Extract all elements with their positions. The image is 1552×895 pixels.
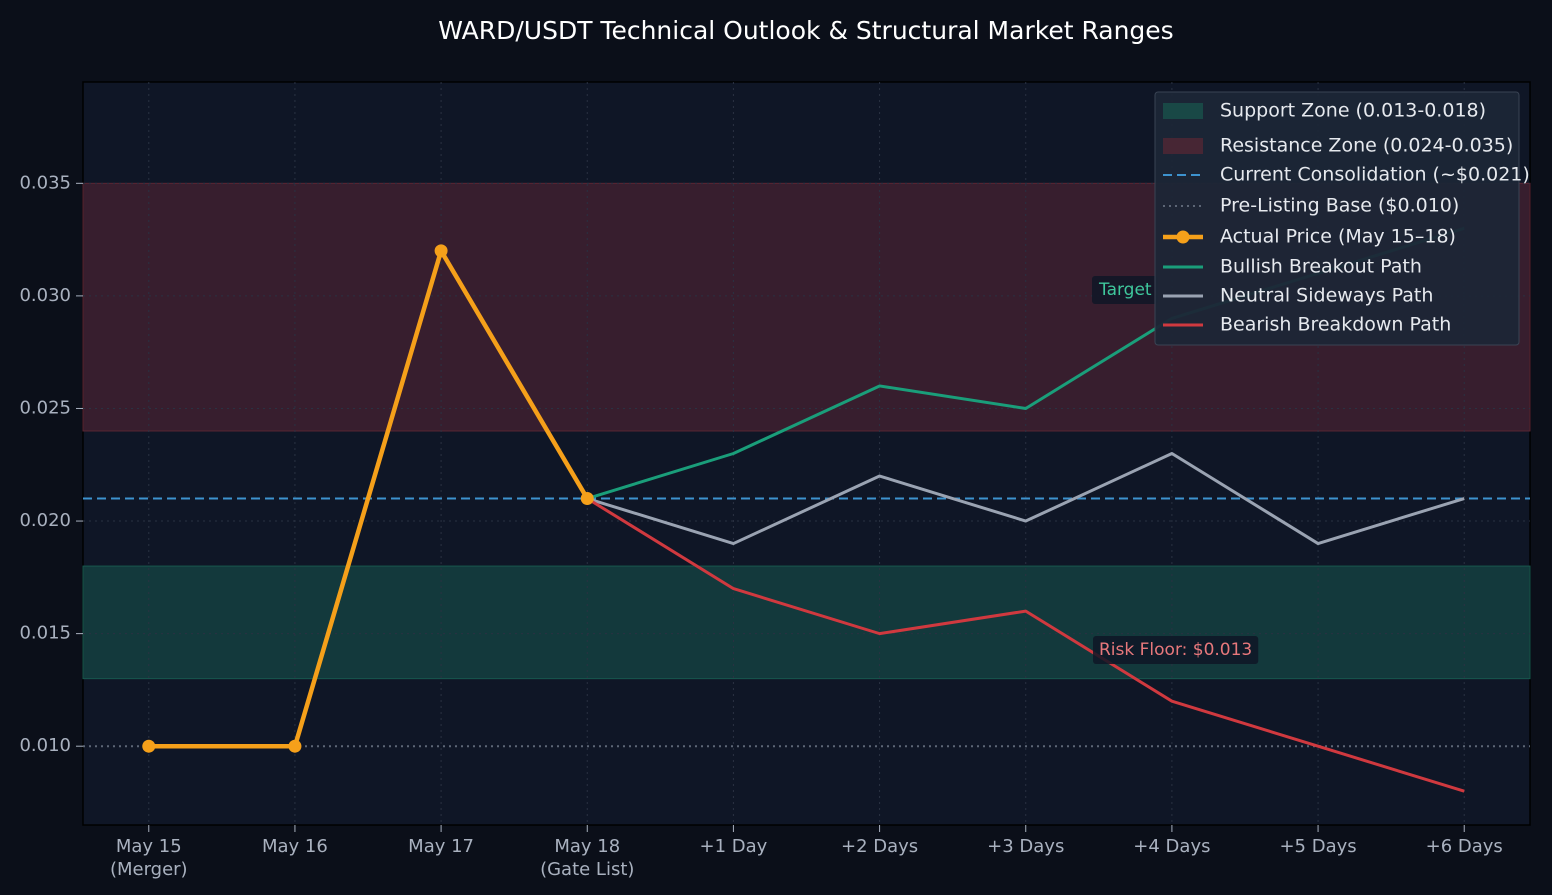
- x-tick-label: May 16: [262, 836, 328, 857]
- legend-marker: [1176, 230, 1190, 244]
- y-tick-label: 0.025: [19, 397, 71, 418]
- y-tick-label: 0.020: [19, 510, 71, 531]
- y-tick-label: 0.030: [19, 285, 71, 306]
- zone: [82, 565, 1531, 680]
- legend-box: [1154, 91, 1520, 346]
- y-tick-label: 0.010: [19, 735, 71, 756]
- legend-label: Resistance Zone (0.024-0.035): [1220, 135, 1513, 157]
- x-tick-label: +1 Day: [699, 836, 768, 857]
- legend-label: Bearish Breakdown Path: [1220, 314, 1451, 336]
- legend-swatch: [1163, 138, 1203, 154]
- legend-label: Current Consolidation (~$0.021): [1220, 164, 1530, 186]
- series-line: [586, 452, 1465, 546]
- x-tick-label: +2 Days: [840, 836, 919, 857]
- annotation-bg: [1092, 276, 1158, 304]
- annotation-bg: [1093, 636, 1259, 664]
- x-tick-label: May 17: [408, 836, 475, 857]
- chart-title: WARD/USDT Technical Outlook & Structural…: [438, 16, 1173, 45]
- legend-label: Actual Price (May 15–18): [1220, 226, 1456, 248]
- annotation-text: Risk Floor: $0.013: [1099, 640, 1252, 660]
- legend-label: Neutral Sideways Path: [1220, 285, 1433, 307]
- annotation: Target: [1092, 276, 1158, 304]
- legend-label: Bullish Breakout Path: [1220, 256, 1422, 278]
- y-tick-label: 0.015: [19, 623, 71, 644]
- series-marker: [434, 244, 448, 258]
- x-tick-label: +5 Days: [1279, 836, 1357, 857]
- annotation-text: Target: [1098, 280, 1152, 300]
- legend-swatch: [1163, 103, 1203, 119]
- x-tick-label: May 15 (Merger): [109, 836, 188, 880]
- legend-label: Support Zone (0.013-0.018): [1220, 100, 1486, 122]
- series-line: [586, 497, 1465, 793]
- x-tick-label: +4 Days: [1133, 836, 1211, 857]
- series-marker: [142, 739, 156, 753]
- series-marker: [580, 492, 594, 506]
- x-tick-label: +6 Days: [1425, 836, 1503, 857]
- x-tick-label: +3 Days: [987, 836, 1065, 857]
- series-marker: [288, 739, 302, 753]
- y-tick-label: 0.035: [19, 172, 71, 193]
- x-tick-label: May 18 (Gate List): [540, 836, 635, 880]
- legend: Support Zone (0.013-0.018) Resistance Zon…: [1154, 91, 1530, 346]
- legend-label: Pre-Listing Base ($0.010): [1220, 195, 1459, 217]
- series-line: [148, 248, 590, 749]
- annotation: Risk Floor: $0.013: [1093, 636, 1259, 664]
